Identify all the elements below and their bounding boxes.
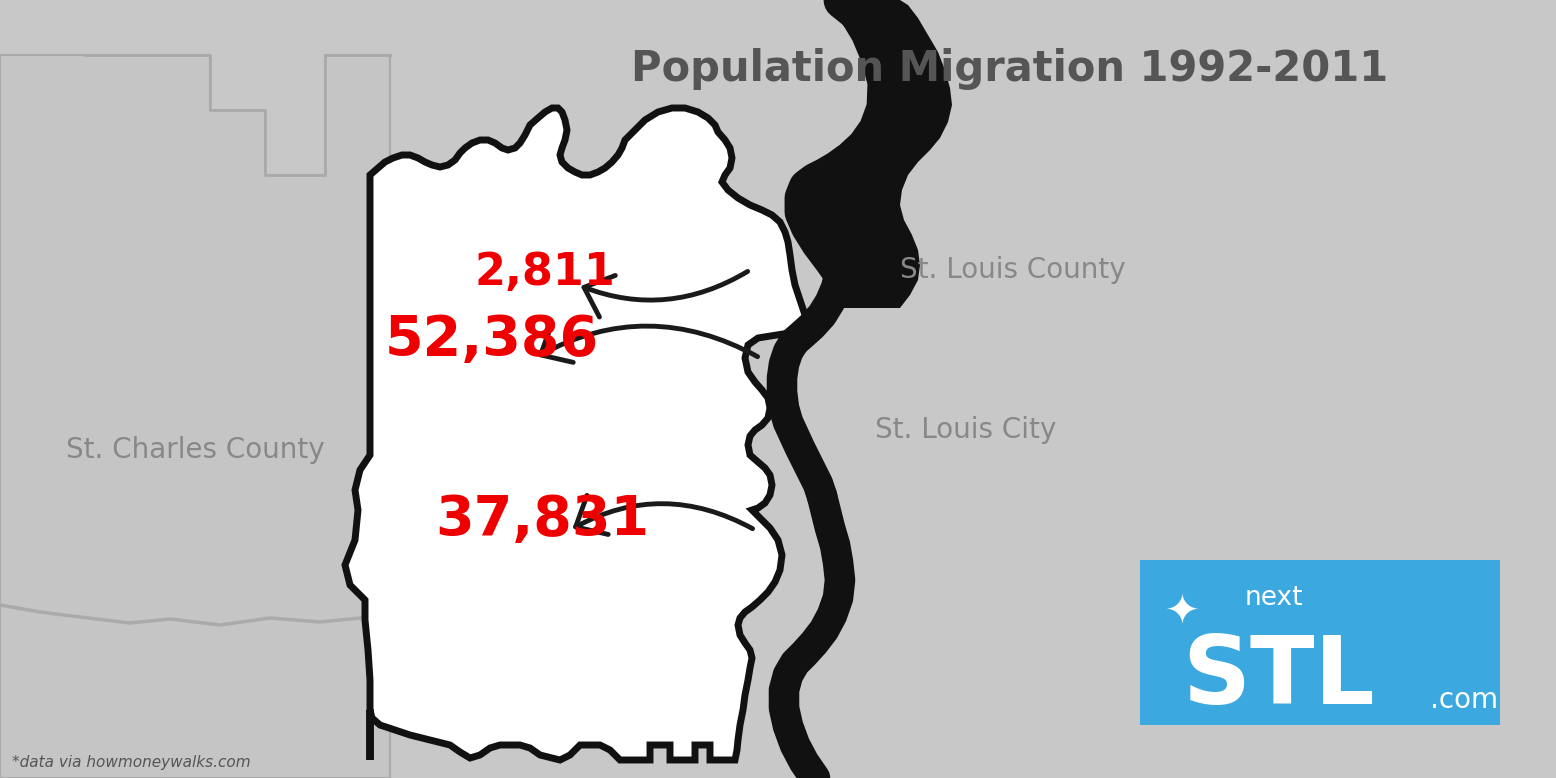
Text: St. Charles County: St. Charles County [65, 436, 324, 464]
Text: 52,386: 52,386 [384, 313, 599, 367]
FancyArrowPatch shape [576, 496, 753, 534]
Text: St. Louis City: St. Louis City [874, 416, 1057, 444]
FancyArrowPatch shape [584, 272, 747, 317]
FancyBboxPatch shape [1141, 560, 1500, 725]
Polygon shape [787, 0, 952, 308]
FancyArrowPatch shape [540, 324, 758, 363]
Polygon shape [0, 55, 391, 778]
Text: .com: .com [1430, 686, 1498, 714]
Text: ✦: ✦ [1164, 591, 1200, 633]
Text: 2,811: 2,811 [475, 251, 616, 293]
Polygon shape [345, 108, 808, 760]
Text: STL: STL [1183, 632, 1374, 724]
Text: Population Migration 1992-2011: Population Migration 1992-2011 [632, 48, 1388, 90]
Text: *data via howmoneywalks.com: *data via howmoneywalks.com [12, 755, 251, 769]
Text: 37,831: 37,831 [436, 493, 649, 547]
Text: St. Louis County: St. Louis County [899, 256, 1125, 284]
Text: next: next [1245, 585, 1304, 611]
